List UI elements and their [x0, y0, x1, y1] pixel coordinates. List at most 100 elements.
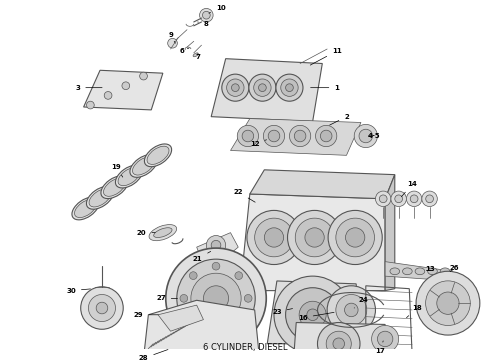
Circle shape	[122, 82, 130, 90]
Text: 2: 2	[330, 114, 349, 125]
Text: 23: 23	[272, 309, 293, 315]
Polygon shape	[250, 170, 395, 199]
Text: 21: 21	[193, 251, 211, 262]
Text: 10: 10	[209, 5, 226, 13]
Circle shape	[211, 240, 221, 250]
Circle shape	[88, 294, 116, 321]
Text: 28: 28	[139, 350, 168, 360]
Circle shape	[395, 195, 402, 203]
Circle shape	[377, 331, 393, 347]
Circle shape	[359, 129, 372, 143]
Circle shape	[375, 191, 391, 207]
Text: 12: 12	[250, 140, 267, 147]
Circle shape	[190, 272, 197, 279]
Circle shape	[212, 262, 220, 270]
Circle shape	[274, 276, 351, 354]
Text: 15: 15	[0, 359, 1, 360]
Text: 18: 18	[407, 305, 422, 318]
Ellipse shape	[390, 268, 400, 275]
Circle shape	[371, 325, 399, 352]
Circle shape	[245, 294, 252, 302]
Circle shape	[286, 288, 340, 342]
Circle shape	[333, 338, 344, 350]
Circle shape	[190, 317, 197, 325]
Circle shape	[206, 235, 226, 255]
Text: 25: 25	[0, 359, 1, 360]
Text: 24: 24	[354, 297, 369, 308]
Text: 6: 6	[180, 48, 189, 54]
Circle shape	[336, 218, 374, 257]
Text: 29: 29	[134, 312, 158, 318]
Ellipse shape	[147, 146, 169, 165]
Text: 19: 19	[112, 164, 122, 177]
Ellipse shape	[440, 268, 450, 275]
Circle shape	[391, 191, 406, 207]
Circle shape	[140, 72, 147, 80]
Circle shape	[328, 210, 382, 265]
Circle shape	[320, 130, 332, 142]
Ellipse shape	[415, 268, 425, 275]
Circle shape	[307, 309, 318, 320]
Circle shape	[235, 272, 243, 279]
Circle shape	[222, 74, 249, 101]
Circle shape	[294, 130, 306, 142]
Text: 14: 14	[401, 181, 417, 197]
Text: 7: 7	[195, 54, 200, 60]
Polygon shape	[267, 281, 361, 344]
Text: 20: 20	[137, 230, 155, 236]
Text: 1: 1	[311, 85, 339, 91]
Circle shape	[281, 79, 298, 96]
Circle shape	[191, 273, 241, 324]
Circle shape	[177, 259, 255, 338]
Text: 9: 9	[168, 32, 175, 43]
Circle shape	[295, 218, 334, 257]
Ellipse shape	[118, 167, 140, 186]
Circle shape	[437, 292, 459, 314]
Circle shape	[327, 286, 375, 334]
Polygon shape	[158, 305, 203, 331]
Circle shape	[290, 125, 311, 147]
Ellipse shape	[116, 165, 143, 188]
Circle shape	[286, 84, 294, 91]
Text: 22: 22	[234, 189, 255, 202]
Text: 8: 8	[197, 21, 209, 27]
Circle shape	[299, 301, 326, 328]
Ellipse shape	[101, 176, 128, 199]
Ellipse shape	[103, 178, 125, 196]
Circle shape	[410, 195, 418, 203]
Text: 13: 13	[425, 266, 435, 273]
Circle shape	[379, 195, 387, 203]
Ellipse shape	[193, 53, 198, 57]
Text: 11: 11	[310, 48, 342, 65]
Circle shape	[81, 287, 123, 329]
Text: 17: 17	[375, 341, 385, 354]
Circle shape	[336, 294, 367, 325]
Circle shape	[264, 228, 284, 247]
Ellipse shape	[89, 189, 111, 207]
Ellipse shape	[154, 228, 172, 238]
Circle shape	[344, 303, 358, 317]
Polygon shape	[144, 300, 260, 358]
Polygon shape	[196, 233, 238, 262]
Circle shape	[263, 125, 285, 147]
Circle shape	[426, 195, 434, 203]
Circle shape	[318, 323, 360, 360]
Circle shape	[288, 210, 342, 265]
Ellipse shape	[428, 268, 437, 275]
Circle shape	[227, 79, 244, 96]
Text: 16: 16	[298, 312, 334, 321]
Circle shape	[326, 331, 351, 356]
Circle shape	[305, 228, 324, 247]
Ellipse shape	[86, 186, 114, 209]
Circle shape	[406, 191, 422, 207]
Ellipse shape	[132, 157, 154, 175]
Text: 26: 26	[450, 265, 460, 271]
Polygon shape	[385, 262, 453, 281]
Text: 27: 27	[156, 295, 177, 301]
Circle shape	[255, 218, 294, 257]
Circle shape	[199, 8, 213, 22]
Circle shape	[231, 84, 239, 91]
Circle shape	[268, 130, 280, 142]
Circle shape	[259, 84, 266, 91]
Ellipse shape	[74, 199, 97, 217]
